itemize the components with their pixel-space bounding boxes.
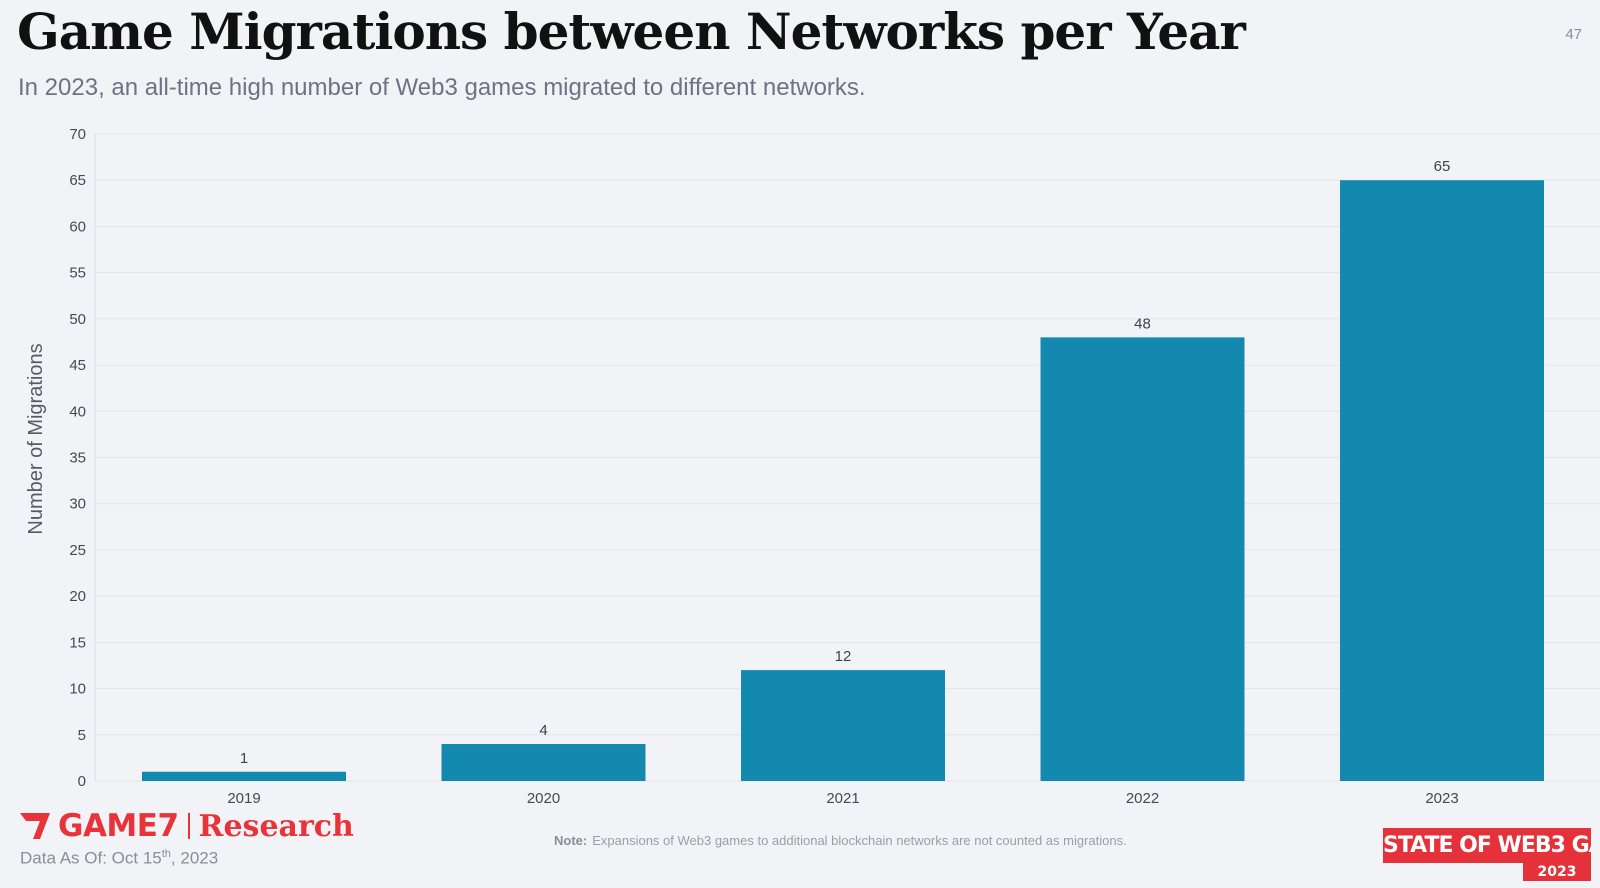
x-axis: 2019 2020 2021 2022 2023 [227, 790, 1458, 807]
data-label-2019: 1 [240, 750, 248, 767]
note-text: Expansions of Web3 games to additional b… [592, 833, 1127, 848]
y-tick-label: 50 [69, 311, 86, 328]
y-tick-label: 5 [78, 727, 86, 744]
bars: 1 4 12 48 65 [142, 158, 1544, 781]
y-tick-label: 30 [69, 496, 86, 513]
chart-title: Game Migrations between Networks per Yea… [17, 2, 1246, 61]
y-tick-label: 70 [69, 126, 86, 143]
data-as-of: Data As Of: Oct 15th, 2023 [20, 848, 218, 869]
x-tick-label: 2023 [1425, 790, 1458, 807]
data-as-of-prefix: Data As Of: Oct 15 [20, 848, 162, 868]
page-number: 47 [1565, 26, 1582, 43]
data-as-of-sup: th [161, 848, 171, 860]
y-tick-label: 0 [78, 773, 86, 790]
logo-brand: GAME7 [58, 808, 179, 844]
bar-2020 [441, 744, 646, 781]
y-tick-label: 40 [69, 403, 86, 420]
note-label: Note: [554, 833, 588, 848]
logo-research: Research [198, 808, 354, 844]
data-label-2021: 12 [835, 648, 852, 665]
y-tick-label: 65 [69, 172, 86, 189]
y-axis-label: Number of Migrations [25, 343, 47, 534]
data-label-2022: 48 [1134, 315, 1151, 332]
y-tick-label: 60 [69, 218, 86, 235]
data-label-2020: 4 [539, 722, 547, 739]
data-label-2023: 65 [1434, 158, 1451, 175]
game7-research-logo: GAME7 Research [20, 808, 354, 844]
y-tick-label: 35 [69, 450, 86, 467]
state-of-web3-gaming-badge: STATE OF WEB3 GAMING 2023 [1383, 828, 1591, 883]
y-tick-label: 55 [69, 265, 86, 282]
bar-2022 [1040, 337, 1245, 781]
bar-2019 [142, 771, 346, 781]
y-tick-label: 15 [69, 634, 86, 651]
game7-mark-icon [20, 813, 50, 839]
y-tick-label: 25 [69, 542, 86, 559]
x-tick-label: 2020 [527, 790, 560, 807]
badge-year: 2023 [1523, 863, 1591, 881]
y-tick-label: 10 [69, 681, 86, 698]
x-tick-label: 2021 [826, 790, 859, 807]
data-as-of-suffix: , 2023 [170, 848, 219, 868]
logo-divider [187, 813, 190, 839]
bar-2023 [1340, 180, 1544, 781]
bar-2021 [741, 670, 945, 781]
x-tick-label: 2019 [227, 790, 260, 807]
y-tick-label: 45 [69, 357, 86, 374]
footnote: Note: Expansions of Web3 games to additio… [554, 833, 1127, 848]
x-tick-label: 2022 [1126, 790, 1159, 807]
y-tick-label: 20 [69, 588, 86, 605]
badge-title: STATE OF WEB3 GAMING [1383, 828, 1591, 863]
chart-subtitle: In 2023, an all-time high number of Web3… [18, 74, 866, 101]
y-axis: 0 5 10 15 20 25 30 35 40 45 50 55 60 65 70 [69, 126, 96, 790]
